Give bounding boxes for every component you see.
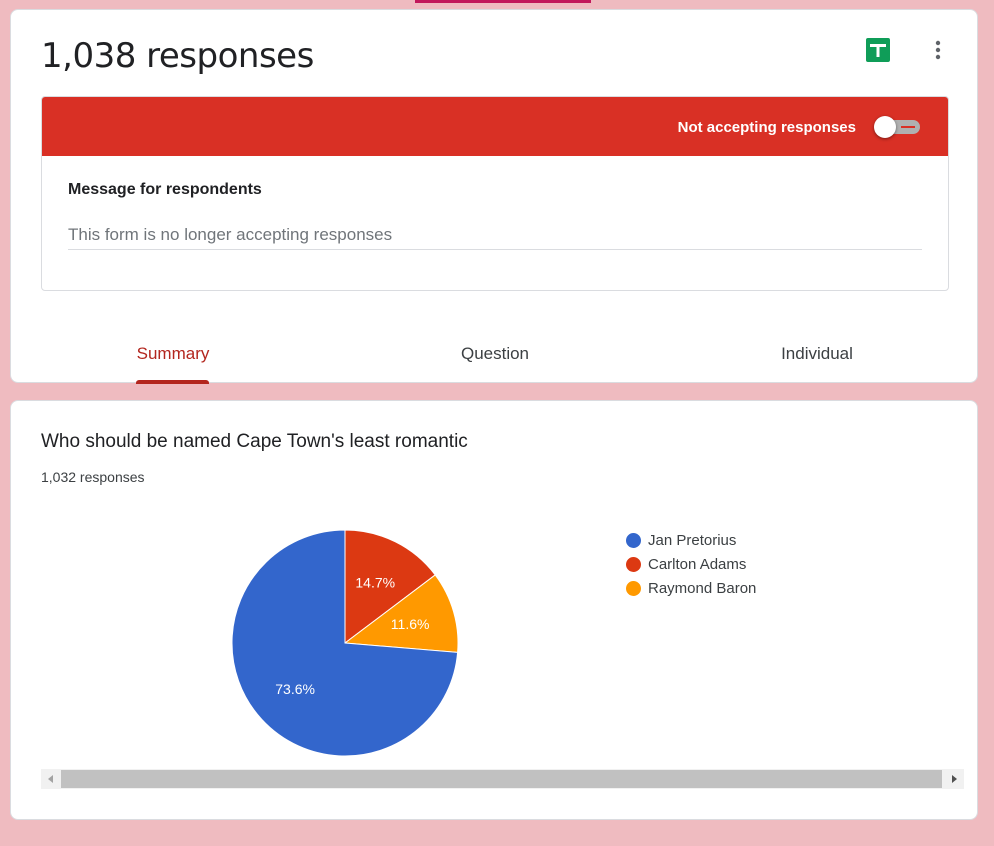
accepting-responses-bar: Not accepting responses <box>42 97 948 156</box>
scroll-right-arrow-icon[interactable] <box>944 769 964 789</box>
legend-item-carlton-adams[interactable]: Carlton Adams <box>626 552 756 576</box>
active-tab-indicator <box>136 380 209 384</box>
scroll-left-arrow-icon[interactable] <box>41 769 61 789</box>
question-title: Who should be named Cape Town's least ro… <box>41 431 468 452</box>
accepting-responses-label: Not accepting responses <box>677 119 856 136</box>
chart-legend: Jan Pretorius Carlton Adams Raymond Baro… <box>626 528 756 600</box>
legend-item-jan-pretorius[interactable]: Jan Pretorius <box>626 528 756 552</box>
scrollbar-thumb[interactable] <box>61 770 942 788</box>
question-response-count: 1,032 responses <box>41 469 145 485</box>
responses-header-card: 1,038 responses Not accepting responses … <box>10 9 978 384</box>
accepting-responses-toggle[interactable] <box>874 116 922 138</box>
legend-swatch <box>626 580 641 596</box>
legend-label: Raymond Baron <box>648 579 757 597</box>
pie-slice-label: 73.6% <box>275 681 315 697</box>
pie-slice-carlton-adams[interactable] <box>344 529 436 645</box>
tab-summary[interactable]: Summary <box>136 344 210 363</box>
legend-label: Carlton Adams <box>648 555 747 573</box>
google-sheets-icon[interactable] <box>866 38 890 62</box>
legend-item-raymond-baron[interactable]: Raymond Baron <box>626 576 756 600</box>
tab-individual[interactable]: Individual <box>781 344 853 363</box>
toggle-thumb <box>874 116 896 138</box>
question-summary-card: Who should be named Cape Town's least ro… <box>10 400 978 820</box>
pie-slice-jan-pretorius[interactable] <box>231 529 459 757</box>
accepting-responses-panel: Not accepting responses Message for resp… <box>41 96 949 291</box>
legend-swatch <box>626 556 641 572</box>
pie-slice-raymond-baron[interactable] <box>343 574 459 653</box>
responses-count-title: 1,038 responses <box>41 36 314 76</box>
legend-label: Jan Pretorius <box>648 531 737 549</box>
tab-question[interactable]: Question <box>460 344 530 363</box>
top-accent-bar <box>415 0 591 3</box>
message-for-respondents-label: Message for respondents <box>68 181 262 198</box>
horizontal-scrollbar[interactable] <box>41 769 964 789</box>
pie-slice-label: 11.6% <box>391 616 430 632</box>
pie-slice-label: 14.7% <box>355 574 395 590</box>
legend-swatch <box>626 532 641 548</box>
toggle-off-mark <box>901 126 915 128</box>
more-vert-icon[interactable] <box>928 38 948 62</box>
pie-chart: 14.7% 11.6% 73.6% <box>231 529 459 757</box>
message-for-respondents-input[interactable] <box>68 221 922 250</box>
